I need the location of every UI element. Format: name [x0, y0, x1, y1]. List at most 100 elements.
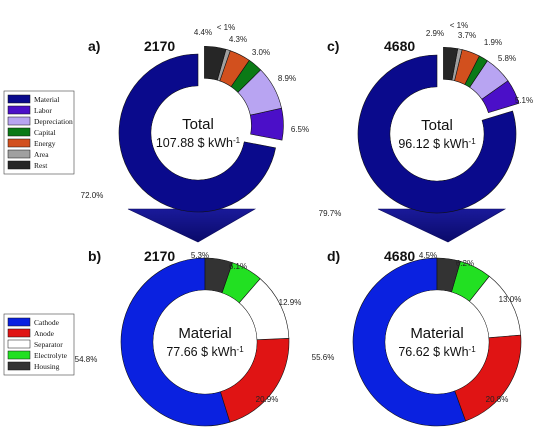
slice-housing — [436, 257, 461, 293]
center-label: Material — [178, 325, 231, 342]
legend-label-rest: Rest — [34, 161, 48, 170]
legend-label-material: Material — [34, 95, 59, 104]
legend-swatch-rest — [7, 160, 31, 170]
legend-swatch-depreciation — [7, 116, 31, 126]
donut-hole — [151, 86, 245, 180]
slice-rest — [443, 47, 459, 81]
center-unit-superscript: -1 — [469, 345, 477, 354]
slice-cathode — [120, 257, 231, 427]
legend-label-electrolyte: Electrolyte — [34, 351, 68, 360]
legend-label-area: Area — [34, 150, 49, 159]
data-label-anode: 20.8% — [486, 395, 509, 404]
funnel-connector-right — [377, 208, 507, 243]
panel-letter-c: c) — [327, 38, 339, 54]
center-value-text: 96.12 $ kWh — [398, 137, 468, 151]
legend-label-depreciation: Depreciation — [34, 117, 73, 126]
slice-material — [357, 54, 517, 214]
slice-labor — [249, 107, 284, 141]
data-label-rest: 2.9% — [426, 29, 444, 38]
legend-label-separator: Separator — [34, 340, 63, 349]
data-label-energy: 3.7% — [458, 31, 476, 40]
donut-chart-b: Material 77.66 $ kWh-1 54.8% 20.9% 12.9% 6.1%… — [75, 251, 302, 427]
data-label-labor: 6.5% — [291, 125, 309, 134]
legend-material-components: Cathode Anode Separator Electrolyte Housing — [3, 313, 75, 376]
slice-capital — [230, 59, 262, 93]
slice-capital — [464, 55, 488, 88]
slice-rest — [204, 46, 227, 81]
data-label-capital: 3.0% — [252, 48, 270, 57]
legend-swatch-separator — [7, 339, 31, 349]
center-value-text: 76.62 $ kWh — [398, 345, 468, 359]
donut-chart-a: Total 107.88 $ kWh-1 72.0% 6.5% 8.9% 3.0% 4.3%… — [81, 23, 309, 213]
legend-cost-categories: Material Labor Depreciation Capital Energy Ar… — [3, 90, 75, 175]
center-unit-superscript: -1 — [469, 137, 477, 146]
data-label-area: < 1% — [217, 23, 235, 32]
legend-label-capital: Capital — [34, 128, 56, 137]
data-label-separator: 12.9% — [279, 298, 302, 307]
legend-label-cathode: Cathode — [34, 318, 60, 327]
donut-hole — [385, 290, 489, 394]
slice-energy — [454, 49, 480, 85]
data-label-separator: 13.0% — [499, 295, 522, 304]
panel-title-a: 2170 — [144, 38, 175, 54]
slice-anode — [454, 334, 522, 422]
donut-hole — [153, 290, 257, 394]
center-value: 96.12 $ kWh-1 — [398, 137, 476, 152]
center-value: 107.88 $ kWh-1 — [156, 136, 241, 151]
legend-swatch-capital — [7, 127, 31, 137]
slice-electrolyte — [451, 260, 490, 302]
panel-letter-a: a) — [88, 38, 100, 54]
data-label-energy: 4.3% — [229, 35, 247, 44]
center-label: Total — [182, 116, 214, 133]
data-label-cathode: 54.8% — [75, 355, 98, 364]
panel-letter-d: d) — [327, 248, 340, 264]
panel-title-c: 4680 — [384, 38, 415, 54]
legend-label-housing: Housing — [34, 362, 60, 371]
data-label-cathode: 55.6% — [312, 353, 335, 362]
legend-label-energy: Energy — [34, 139, 56, 148]
center-value-text: 77.66 $ kWh — [166, 345, 236, 359]
slice-separator — [468, 275, 522, 339]
legend-swatch-housing — [7, 361, 31, 371]
center-value-text: 107.88 $ kWh — [156, 136, 233, 150]
slice-electrolyte — [221, 262, 261, 304]
legend-swatch-energy — [7, 138, 31, 148]
data-label-anode: 20.9% — [256, 395, 279, 404]
legend-label-labor: Labor — [34, 106, 52, 115]
legend-swatch-anode — [7, 328, 31, 338]
panel-title-d: 4680 — [384, 248, 415, 264]
data-label-material: 72.0% — [81, 191, 104, 200]
donut-chart-d: Material 76.62 $ kWh-1 55.6% 20.8% 13.0% 6.2%… — [312, 251, 522, 427]
slice-housing — [204, 257, 233, 294]
panel-letter-b: b) — [88, 248, 101, 264]
panel-title-b: 2170 — [144, 248, 175, 264]
legend-label-anode: Anode — [34, 329, 55, 338]
slice-labor — [481, 80, 520, 114]
data-label-rest: 4.4% — [194, 28, 212, 37]
legend-swatch-material — [7, 94, 31, 104]
data-label-electrolyte: 6.2% — [456, 259, 474, 268]
legend-swatch-area — [7, 149, 31, 159]
slice-separator — [238, 278, 290, 341]
slice-depreciation — [237, 69, 282, 116]
legend-swatch-labor — [7, 105, 31, 115]
slice-depreciation — [469, 60, 509, 100]
data-label-depreciation: 8.9% — [278, 74, 296, 83]
data-label-material: 79.7% — [319, 209, 342, 218]
data-label-capital: 1.9% — [484, 38, 502, 47]
slice-cathode — [352, 257, 467, 427]
legend-swatch-electrolyte — [7, 350, 31, 360]
data-label-housing: 4.5% — [419, 251, 437, 260]
center-value: 76.62 $ kWh-1 — [398, 345, 476, 360]
legend-swatch-cathode — [7, 317, 31, 327]
data-label-labor: 5.1% — [515, 96, 533, 105]
slice-material — [118, 53, 276, 213]
center-unit-superscript: -1 — [233, 136, 241, 145]
slice-anode — [220, 337, 290, 423]
center-label: Total — [421, 117, 453, 134]
donut-hole — [390, 87, 484, 181]
funnel-connector-left — [127, 208, 257, 243]
center-label: Material — [410, 325, 463, 342]
